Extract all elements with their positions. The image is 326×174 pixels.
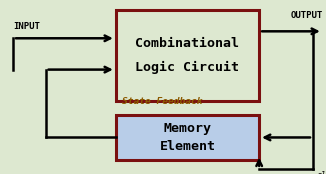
Text: Logic Circuit: Logic Circuit xyxy=(135,61,240,74)
Text: Element: Element xyxy=(159,140,215,153)
Text: State Feedback: State Feedback xyxy=(122,97,203,106)
Bar xyxy=(116,115,259,160)
Text: OUTPUT: OUTPUT xyxy=(290,11,323,20)
Text: clock: clock xyxy=(316,171,326,174)
Bar xyxy=(116,10,259,101)
Text: INPUT: INPUT xyxy=(13,22,40,31)
Text: Memory: Memory xyxy=(163,122,212,135)
Text: Combinational: Combinational xyxy=(135,37,240,50)
